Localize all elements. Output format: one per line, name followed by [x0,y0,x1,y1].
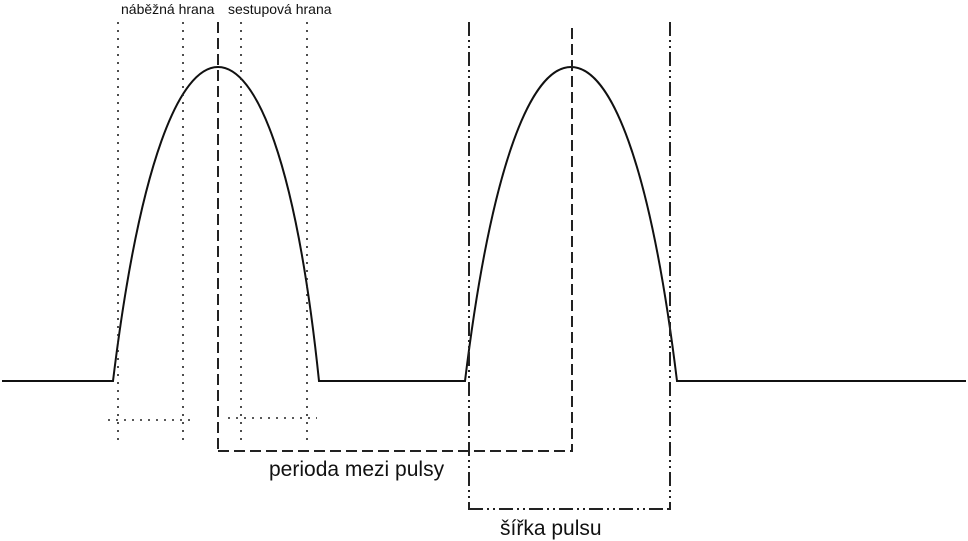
falling-edge-label: sestupová hrana [228,1,332,17]
period-label: perioda mezi pulsy [269,458,445,481]
rising-edge-label: náběžná hrana [121,1,215,17]
pulse-width-label: šířka pulsu [500,517,602,540]
pulse-waveform [2,65,966,382]
